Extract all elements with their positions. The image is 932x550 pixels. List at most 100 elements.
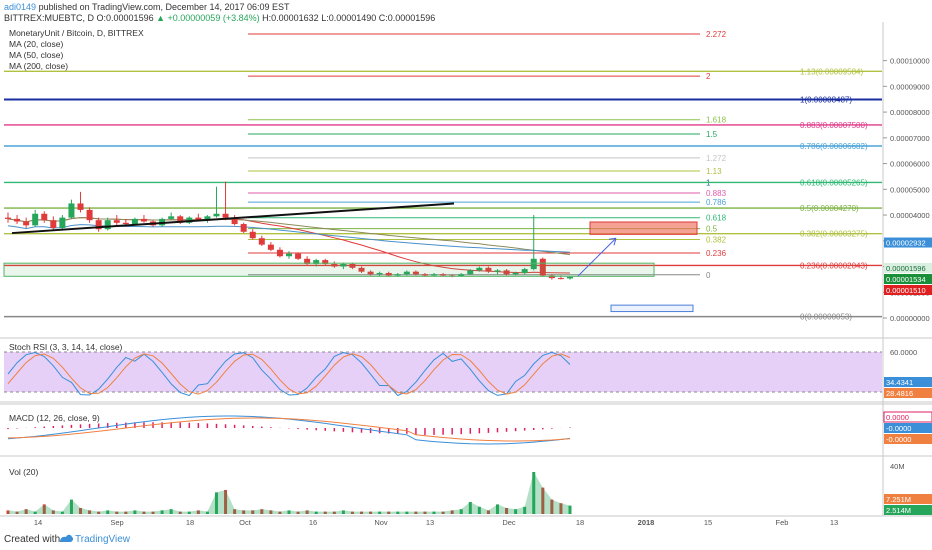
macd-badge-1 bbox=[884, 423, 932, 433]
fib-left-label-11: 0.382 bbox=[706, 235, 727, 244]
candle-body-24 bbox=[222, 213, 229, 218]
candle-body-27 bbox=[249, 231, 256, 239]
price-tick-4: 0.00006000 bbox=[890, 160, 930, 169]
candles bbox=[5, 181, 573, 280]
price-tick-2: 0.00008000 bbox=[890, 108, 930, 117]
candle-body-18 bbox=[168, 216, 175, 219]
volume-badge bbox=[884, 494, 932, 504]
stoch-d-badge bbox=[884, 388, 932, 398]
candle-body-33 bbox=[304, 258, 311, 264]
macd-pane[interactable]: 0.0000 -0.0000 -0.0000 bbox=[7, 411, 932, 445]
fib-left-label-12: 0.236 bbox=[706, 249, 727, 258]
legend-ma200: MA (200, close) bbox=[9, 61, 68, 71]
fib-left-label-4: 1.272 bbox=[706, 154, 727, 163]
candle-body-36 bbox=[331, 263, 338, 267]
stoch-k-value: 34.4341 bbox=[886, 378, 913, 387]
fib-left-label-13: 0 bbox=[706, 271, 711, 280]
fib-left-label-2: 1.618 bbox=[706, 116, 727, 125]
candle-body-42 bbox=[385, 272, 392, 276]
price-tick-1: 0.00009000 bbox=[890, 82, 930, 91]
close-value: C:0.00001596 bbox=[378, 13, 436, 23]
target-box bbox=[589, 221, 698, 235]
fib-right-label-1: 1(0.00008487) bbox=[800, 96, 852, 105]
macd-value-1: -0.0000 bbox=[886, 424, 911, 433]
volume-pane[interactable]: 40M 7.251M 2.514M bbox=[6, 462, 932, 515]
fib-left-label-10: 0.5 bbox=[706, 225, 718, 234]
fib-left-label-8: 0.786 bbox=[706, 198, 727, 207]
author-link[interactable]: adi0149 bbox=[4, 2, 37, 12]
price-badge-label-3: 0.00001510 bbox=[886, 286, 926, 295]
trendline bbox=[11, 202, 455, 235]
candle-body-61 bbox=[557, 278, 564, 280]
time-axis[interactable]: 14 Sep 18 Oct 16 Nov 13 Dec 18 2018 15 Feb 13 bbox=[34, 518, 838, 527]
legend: MonetaryUnit / Bitcoin, D, BITTREX MA (2… bbox=[9, 28, 144, 477]
time-tick-10: 15 bbox=[704, 518, 712, 527]
fib-right-label-8: 0(0.00000053) bbox=[800, 313, 852, 322]
stoch-tick: 60.0000 bbox=[890, 348, 917, 357]
candle-body-57 bbox=[521, 269, 528, 273]
fib-left-label-5: 1.13 bbox=[706, 167, 722, 176]
candle-body-2 bbox=[23, 221, 30, 226]
candle-body-6 bbox=[59, 217, 66, 228]
candle-body-3 bbox=[32, 213, 39, 226]
fib-right-label-2: 0.883(0.00007500) bbox=[800, 121, 868, 130]
time-tick-8: 18 bbox=[576, 518, 584, 527]
time-tick-12: 13 bbox=[830, 518, 838, 527]
chart-canvas[interactable]: 2.27221.6181.51.2721.1310.8830.7860.6180… bbox=[0, 0, 932, 530]
candle-body-34 bbox=[313, 260, 320, 264]
projection-arrow-line bbox=[577, 237, 617, 277]
candle-body-55 bbox=[503, 270, 510, 275]
fib-left-label-0: 2.272 bbox=[706, 30, 727, 39]
candle-body-41 bbox=[376, 272, 383, 275]
tradingview-brand-link[interactable]: TradingView bbox=[75, 534, 131, 545]
candle-body-7 bbox=[68, 203, 75, 218]
time-tick-4: 16 bbox=[309, 518, 317, 527]
candle-body-31 bbox=[286, 253, 292, 257]
candle-body-22 bbox=[204, 216, 211, 221]
price-badge-label-0: 0.00002932 bbox=[886, 239, 926, 248]
low-value: L:0.00001490 bbox=[321, 13, 377, 23]
fib-right-label-0: 1.13(0.00009584) bbox=[800, 67, 864, 76]
tradingview-logo-icon[interactable] bbox=[58, 532, 74, 549]
projection-arrow-head bbox=[608, 237, 617, 246]
volume-ma-badge bbox=[884, 505, 932, 515]
time-tick-6: 13 bbox=[426, 518, 434, 527]
fib-right-label-5: 0.5(0.00004270) bbox=[800, 204, 859, 213]
candle-body-29 bbox=[267, 244, 274, 250]
price-badge-3 bbox=[884, 285, 932, 295]
macd-value-0: 0.0000 bbox=[886, 413, 909, 422]
grid bbox=[0, 22, 932, 517]
candle-body-39 bbox=[358, 267, 365, 272]
fib-left-label-9: 0.618 bbox=[706, 214, 727, 223]
drawings[interactable] bbox=[3, 202, 698, 313]
candle-body-5 bbox=[50, 220, 57, 228]
consolidation-box bbox=[3, 262, 655, 277]
candle-body-53 bbox=[485, 267, 492, 272]
fibonacci-levels[interactable]: 2.27221.6181.51.2721.1310.8830.7860.6180… bbox=[4, 30, 882, 322]
macd-title: MACD (12, 26, close, 9) bbox=[9, 413, 100, 423]
price-axis[interactable]: 0.00010000 0.00009000 0.00008000 0.00007000… bbox=[883, 57, 932, 323]
candle-body-47 bbox=[431, 274, 438, 276]
candle-body-13 bbox=[122, 222, 129, 225]
candle-body-23 bbox=[213, 213, 220, 217]
candle-body-56 bbox=[512, 272, 519, 275]
candle-body-4 bbox=[41, 213, 48, 221]
candle-body-10 bbox=[95, 220, 102, 230]
candle-body-52 bbox=[476, 267, 483, 271]
price-badge-1 bbox=[884, 263, 932, 273]
projection-box bbox=[610, 304, 694, 313]
stoch-rsi-pane[interactable]: 60.0000 34.4341 28.4816 bbox=[4, 348, 932, 398]
candle-body-46 bbox=[421, 274, 428, 276]
candle-body-48 bbox=[440, 274, 447, 276]
price-badge-0 bbox=[884, 237, 932, 248]
volume-area bbox=[8, 472, 570, 514]
candle-body-58 bbox=[530, 258, 537, 270]
stoch-k-badge bbox=[884, 377, 932, 387]
candle-body-14 bbox=[131, 218, 138, 225]
candle-body-9 bbox=[86, 209, 93, 221]
candle-body-28 bbox=[258, 238, 265, 245]
candle-body-60 bbox=[548, 275, 555, 279]
time-tick-3: Oct bbox=[239, 518, 252, 527]
stoch-d-line bbox=[7, 353, 571, 395]
legend-ma50: MA (50, close) bbox=[9, 50, 63, 60]
